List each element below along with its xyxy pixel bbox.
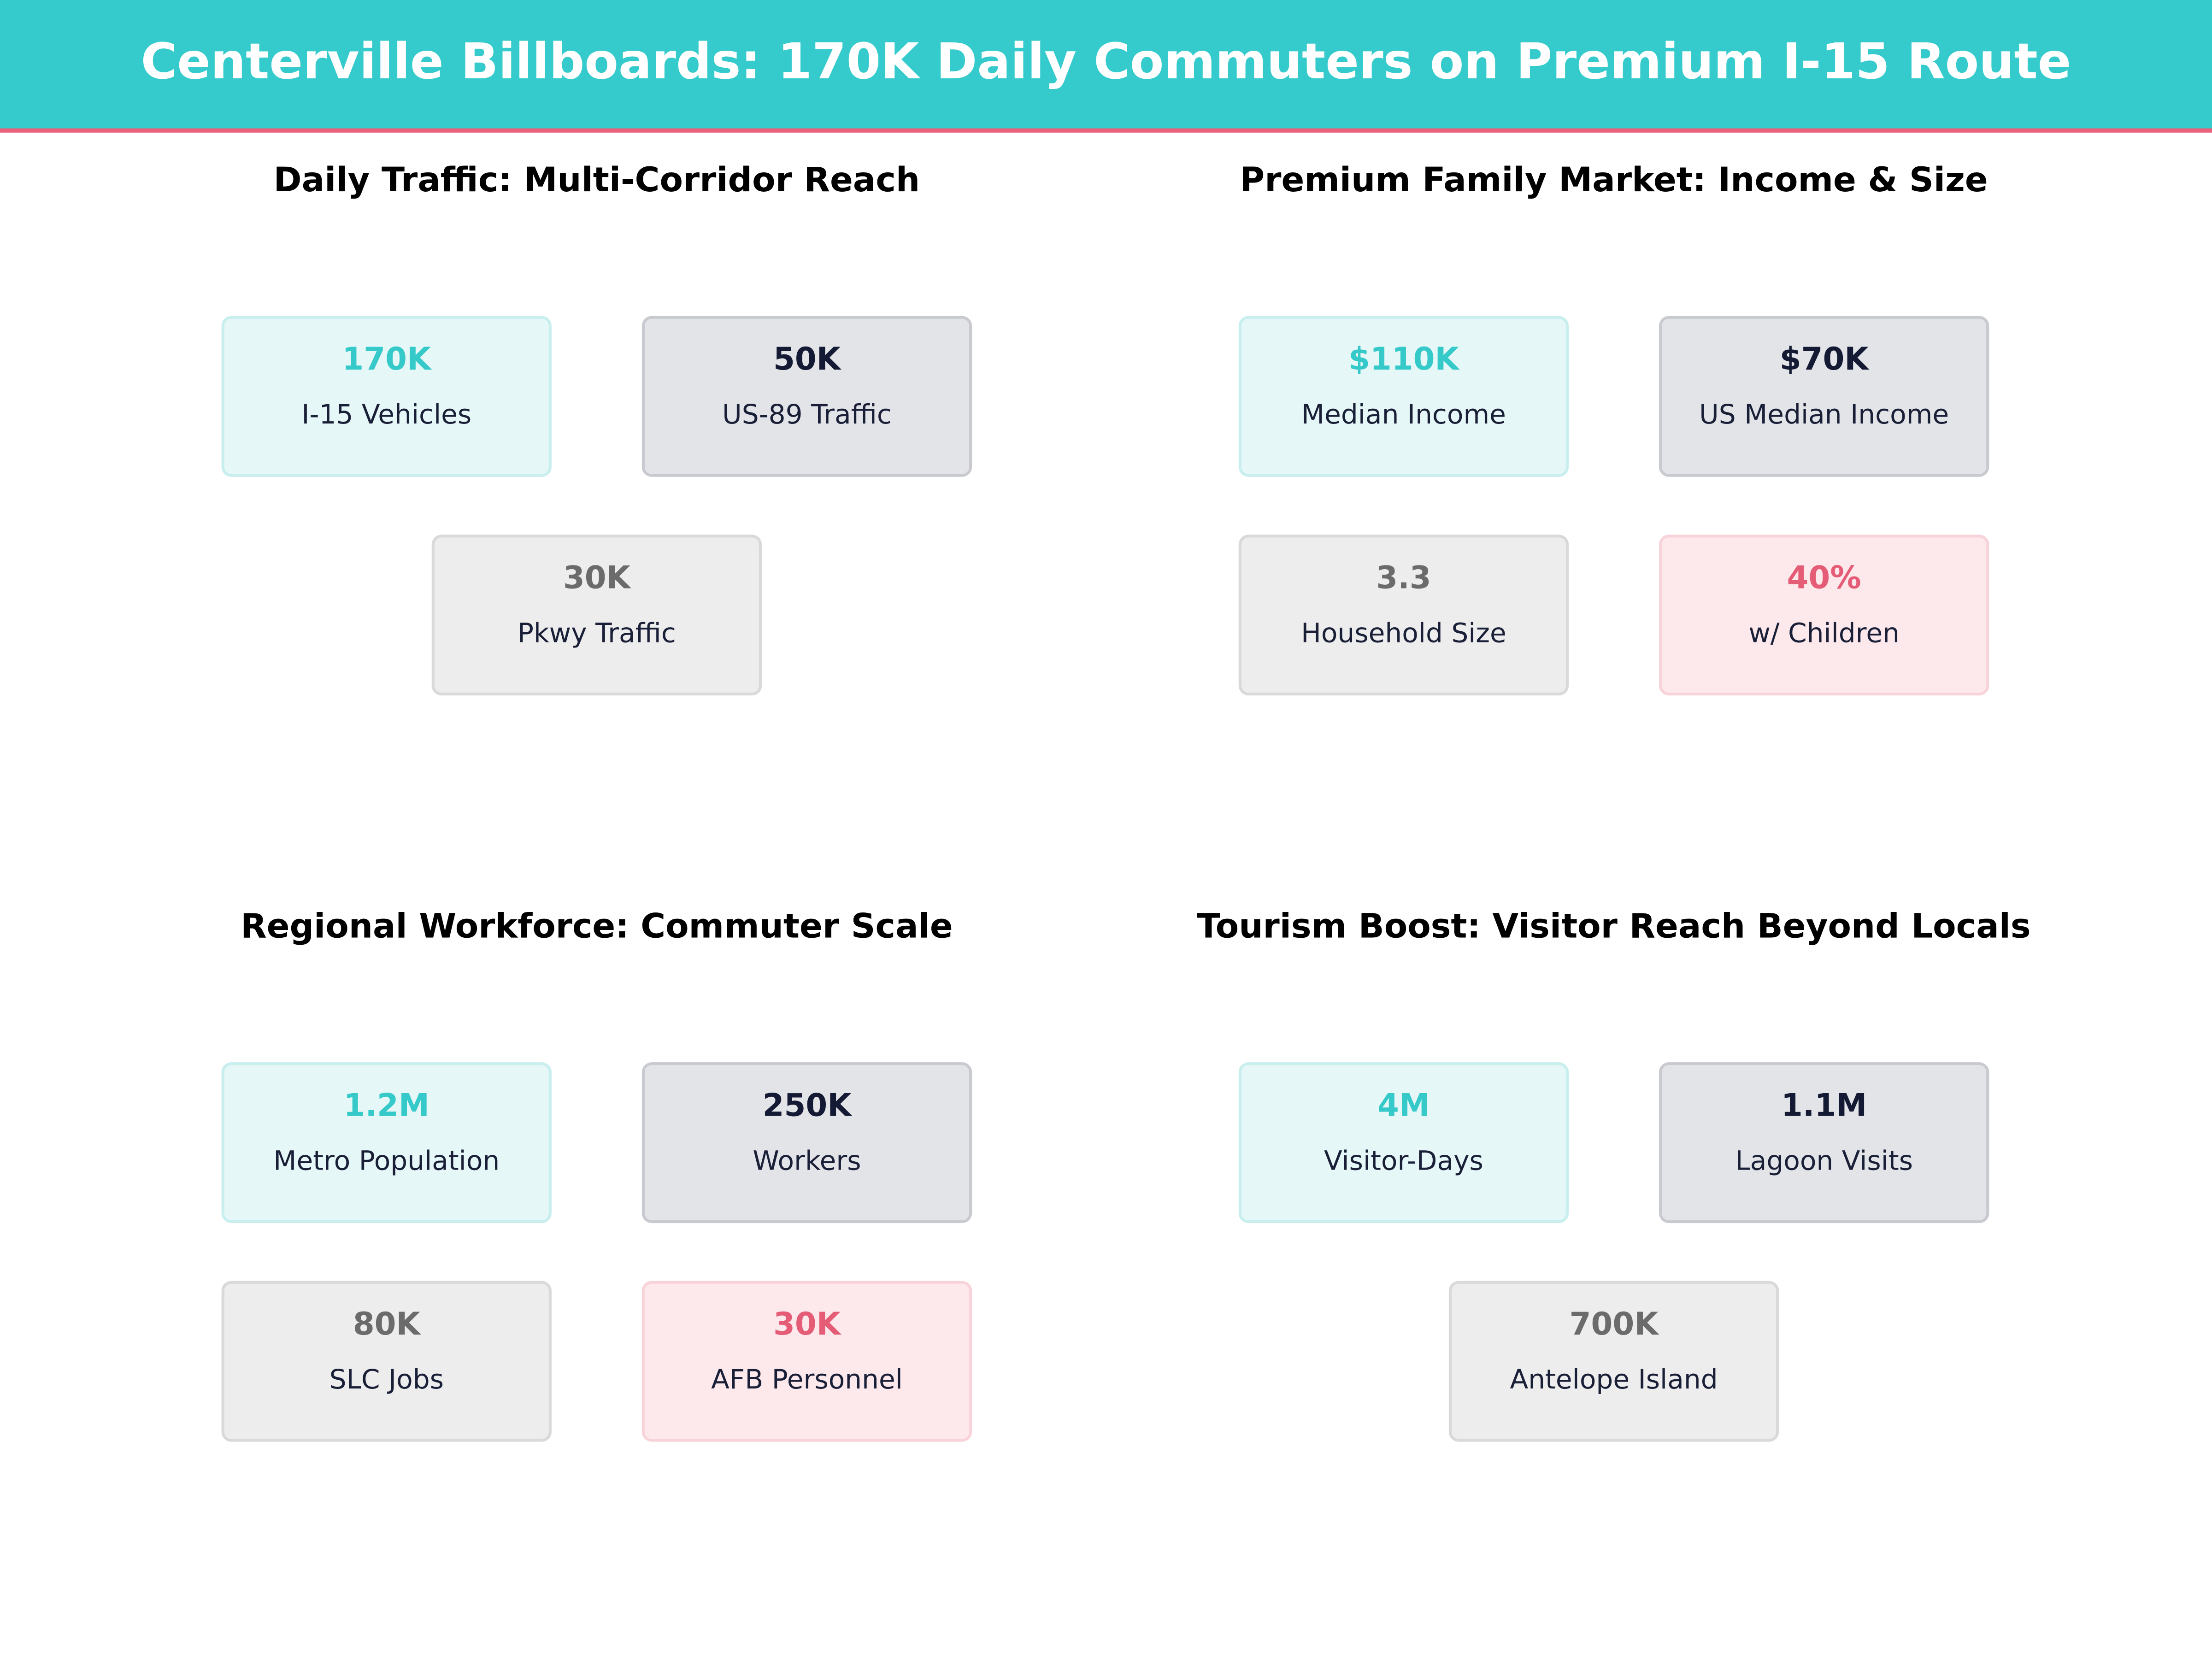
card-value: 170K [342, 341, 432, 377]
card-label: Workers [753, 1145, 861, 1177]
card-label: AFB Personnel [711, 1364, 903, 1395]
panel-title: Daily Traffic: Multi-Corridor Reach [274, 160, 920, 200]
header-band [0, 0, 2212, 130]
card [641, 1281, 972, 1442]
card-label: Lagoon Visits [1735, 1145, 1913, 1177]
card-label: Antelope Island [1510, 1364, 1718, 1395]
card [1659, 316, 1989, 477]
card [1659, 535, 1989, 696]
card-label: Metro Population [273, 1145, 500, 1177]
card-value: 3.3 [1376, 559, 1431, 596]
card-label: SLC Jobs [329, 1364, 444, 1395]
card-label: Household Size [1301, 618, 1506, 649]
card-value: $110K [1348, 341, 1460, 377]
card [1238, 535, 1569, 696]
panel-title: Regional Workforce: Commuter Scale [241, 906, 953, 946]
card-label: Visitor-Days [1324, 1145, 1483, 1177]
card-value: 40% [1787, 559, 1861, 596]
card [641, 1062, 972, 1224]
card [1238, 1062, 1569, 1224]
card-value: 1.2M [344, 1087, 429, 1124]
card [221, 1281, 552, 1442]
panel-title: Premium Family Market: Income & Size [1240, 160, 1988, 200]
card [1659, 1062, 1989, 1224]
card-value: $70K [1780, 341, 1870, 377]
card-value: 30K [773, 1306, 842, 1342]
card-label: w/ Children [1748, 618, 1900, 649]
card [1238, 316, 1569, 477]
card-value: 250K [763, 1087, 853, 1124]
card [221, 316, 552, 477]
card-value: 4M [1377, 1087, 1430, 1124]
card-value: 700K [1570, 1306, 1660, 1342]
card-label: US Median Income [1699, 399, 1949, 430]
header-rule [0, 128, 2212, 133]
card-label: I-15 Vehicles [301, 399, 471, 430]
card [431, 535, 762, 696]
card-label: Pkwy Traffic [518, 618, 676, 649]
card-value: 30K [563, 559, 632, 596]
card-label: Median Income [1301, 399, 1506, 430]
card [221, 1062, 552, 1224]
card-value: 80K [353, 1306, 422, 1342]
card-label: US-89 Traffic [722, 399, 892, 430]
card [641, 316, 972, 477]
card-value: 50K [773, 341, 842, 377]
card-value: 1.1M [1781, 1087, 1867, 1124]
page-title: Centerville Billboards: 170K Daily Commu… [141, 33, 2071, 90]
panel-title: Tourism Boost: Visitor Reach Beyond Loca… [1197, 906, 2030, 946]
card [1448, 1281, 1779, 1442]
